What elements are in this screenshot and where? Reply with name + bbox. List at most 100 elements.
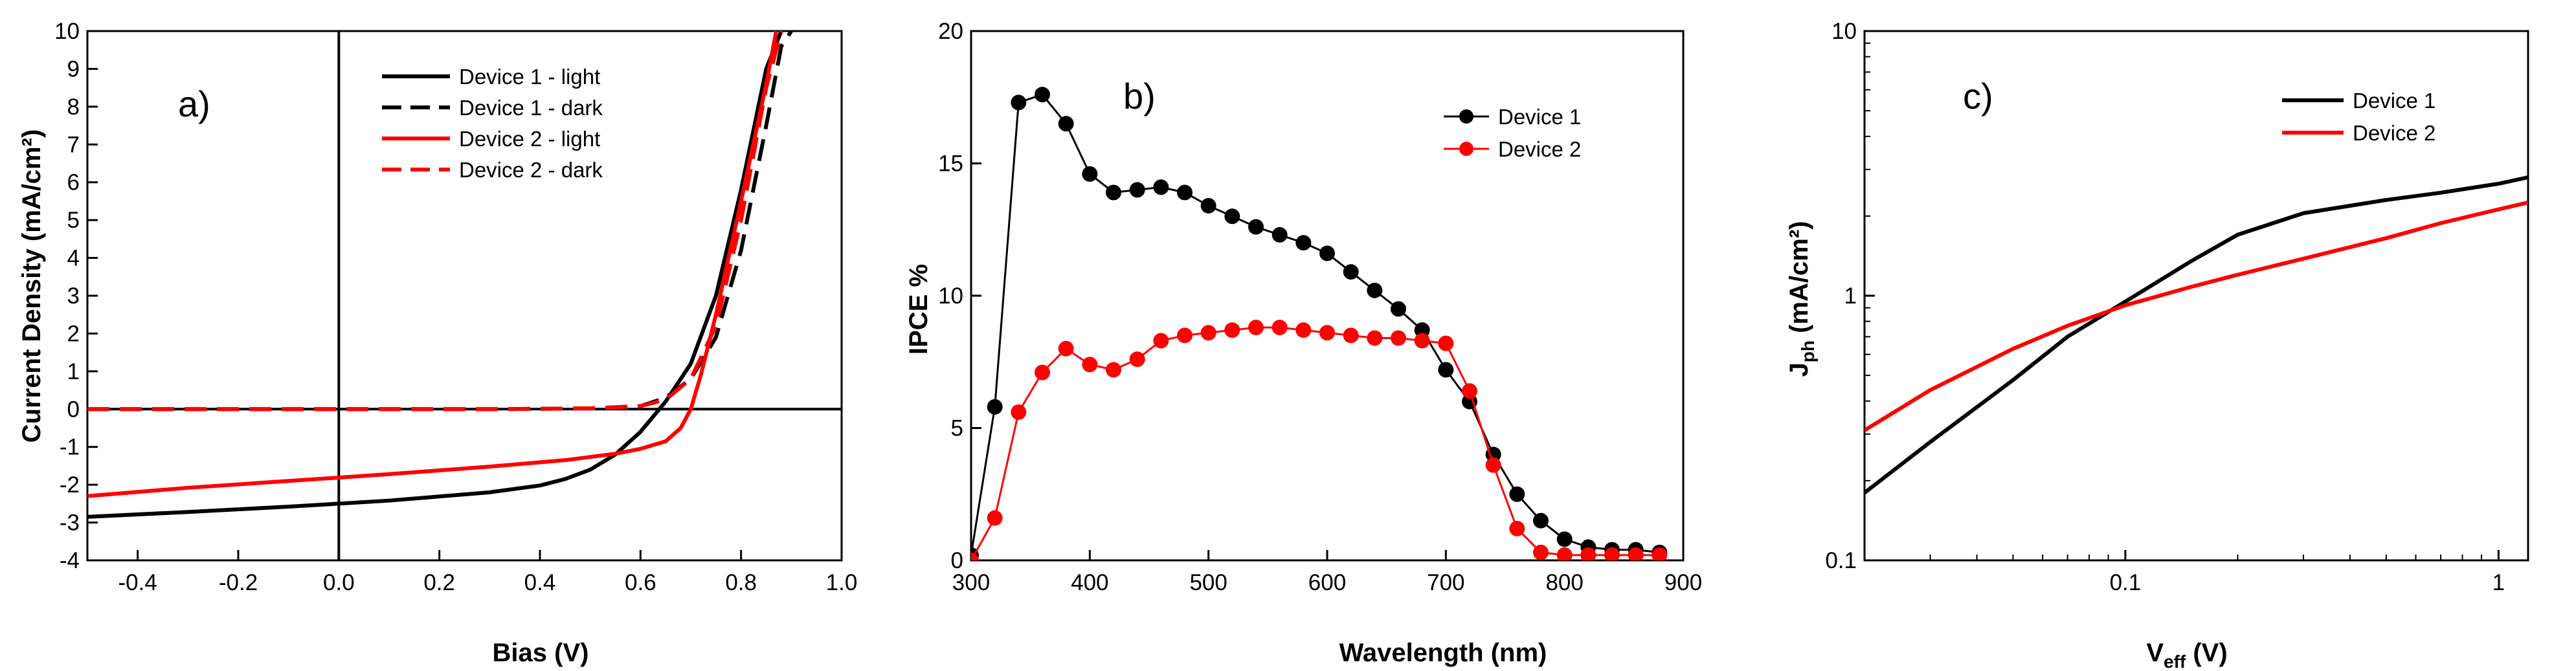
panel-c-label: c) [1963,76,1993,116]
data-point [1011,94,1027,111]
y-tick-label: 15 [938,151,963,177]
y-tick-label: 1 [1844,283,1857,309]
data-point [1509,486,1525,502]
legend-label: Device 1 - dark [459,96,603,120]
data-point [1200,197,1216,214]
y-tick-label: 5 [67,208,80,233]
data-point [1058,116,1074,132]
legend-label: Device 2 - dark [459,158,603,182]
panel-b-label: b) [1123,76,1156,116]
y-tick-label: 0.1 [1825,548,1857,573]
data-point [1153,179,1169,195]
data-point [1224,208,1240,225]
series-device-2 [1865,201,2528,432]
data-point [1628,547,1644,560]
chart-b-ipce: b) Wavelength (nm) IPCE % 300 400 500 600 70… [904,19,1702,667]
y-tick-label: 9 [67,56,80,82]
chart-a-ylabel: Current Density (mA/cm²) [17,129,46,443]
x-tick-label: 400 [1071,570,1108,595]
legend-marker [1459,142,1473,156]
y-tick-label: -4 [60,548,80,573]
series-device-2-dark [87,31,783,412]
y-tick-label: 2 [67,321,80,346]
chart-c-ylabel: Jph (mA/cm²) [1785,221,1818,377]
data-point [987,510,1003,526]
y-tick-label: 10 [1831,19,1857,44]
data-point [1556,531,1573,547]
data-point [1343,264,1359,280]
data-point [1604,547,1620,560]
data-point [1177,184,1193,201]
x-tick-label: -0.2 [219,570,258,595]
x-tick-label: 700 [1427,570,1464,595]
x-tick-label: 0.4 [524,570,556,595]
data-point [1082,357,1098,373]
data-point [1509,520,1525,536]
data-point [1271,226,1288,243]
data-point [1035,364,1050,380]
x-tick-label: 0.0 [323,570,355,595]
data-point [1367,282,1383,298]
series-device-1-light [87,31,783,519]
y-tick-label: -1 [60,435,80,460]
data-point [1319,245,1335,261]
chart-c-xlabel: Veff (V) [2146,639,2227,671]
data-point [1082,166,1098,182]
data-point [1129,351,1145,368]
data-point [1295,235,1312,251]
series-line [971,326,1660,560]
data-point [1580,547,1596,560]
data-point [1414,333,1430,349]
legend-label: Device 2 [1498,137,1581,161]
series-device-1 [971,87,1668,560]
data-point [1248,320,1264,336]
series-device-2-light [87,31,778,498]
series-line [1865,175,2528,494]
series-line [971,93,1660,556]
data-point [1106,362,1121,378]
y-tick-label: 0 [67,397,80,422]
data-point [1462,383,1477,399]
y-tick-label: 20 [938,19,963,44]
data-point [1129,182,1145,198]
data-point [1295,322,1312,338]
legend-label: Device 1 [1498,105,1581,129]
legend-label: Device 1 [2353,89,2436,113]
y-tick-label: -2 [60,472,80,498]
chart-b-xlabel: Wavelength (nm) [1339,639,1547,667]
y-tick-label: 8 [67,94,80,120]
data-point [987,399,1003,415]
data-point [1248,219,1264,235]
legend-marker [1459,109,1473,124]
series-device-2 [971,320,1668,560]
y-tick-label: 5 [951,416,963,441]
y-tick-label: 4 [67,246,80,271]
data-point [1391,330,1406,346]
y-tick-label: 3 [67,283,80,309]
data-point [1652,547,1668,560]
data-point [1271,320,1288,336]
series-line [1865,201,2528,432]
data-point [1224,322,1240,338]
data-point [1533,544,1549,560]
x-tick-label: 1 [2492,570,2505,595]
y-tick-label: 1 [67,359,80,384]
data-point [1556,547,1573,560]
data-point [1438,362,1454,378]
x-tick-label: 0.2 [423,570,455,595]
data-point [1035,87,1050,103]
series-device-1 [1865,175,2528,494]
legend-label: Device 1 - light [459,65,600,89]
y-tick-label: -3 [60,511,80,536]
x-tick-label: 1.0 [826,570,858,595]
data-point [1438,335,1454,351]
data-point [1533,512,1549,529]
chart-a-jv-curves: a) Bias (V) Current Density (mA/cm²) -0.… [17,19,857,667]
x-tick-label: 600 [1308,570,1346,595]
data-point [1153,333,1169,349]
x-tick-label: 0.6 [625,570,656,595]
legend-label: Device 2 [2353,121,2436,145]
data-point [1106,184,1121,201]
y-tick-label: 10 [54,19,80,44]
